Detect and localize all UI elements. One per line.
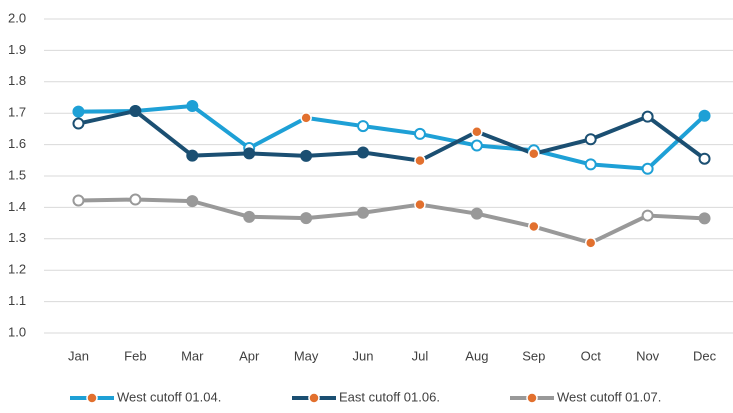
x-tick-label: Sep bbox=[522, 348, 545, 363]
marker bbox=[471, 125, 483, 138]
marker bbox=[414, 154, 426, 167]
legend-marker bbox=[308, 392, 320, 404]
y-tick-label: 1.7 bbox=[8, 105, 26, 120]
marker bbox=[698, 152, 711, 165]
marker bbox=[528, 147, 540, 160]
legend-marker bbox=[86, 392, 98, 404]
marker bbox=[470, 139, 483, 152]
line bbox=[78, 103, 706, 171]
marker bbox=[72, 105, 85, 118]
marker bbox=[357, 206, 370, 219]
y-tick-label: 1.5 bbox=[8, 167, 26, 182]
marker bbox=[641, 209, 654, 222]
marker bbox=[584, 133, 597, 146]
marker bbox=[243, 147, 256, 160]
marker bbox=[300, 112, 312, 124]
marker bbox=[357, 120, 370, 133]
y-tick-label: 1.1 bbox=[8, 293, 26, 308]
marker bbox=[186, 99, 199, 112]
marker bbox=[413, 127, 426, 140]
y-tick-label: 1.0 bbox=[8, 324, 26, 339]
marker bbox=[186, 195, 199, 208]
line bbox=[78, 197, 705, 245]
y-tick-label: 2.0 bbox=[8, 10, 26, 25]
marker bbox=[414, 198, 426, 211]
x-tick-label: Jul bbox=[412, 348, 429, 363]
marker bbox=[641, 162, 654, 175]
x-tick-label: Nov bbox=[636, 348, 660, 363]
marker bbox=[584, 158, 597, 171]
y-tick-label: 1.4 bbox=[8, 199, 26, 214]
marker bbox=[357, 146, 370, 159]
marker bbox=[129, 193, 142, 206]
x-tick-label: Jun bbox=[353, 348, 374, 363]
legend-label: East cutoff 01.06. bbox=[339, 389, 440, 404]
x-tick-label: Mar bbox=[181, 348, 204, 363]
y-tick-label: 1.8 bbox=[8, 73, 26, 88]
y-tick-label: 1.2 bbox=[8, 262, 26, 277]
marker bbox=[72, 117, 85, 130]
x-tick-label: Oct bbox=[581, 348, 602, 363]
x-tick-label: Jan bbox=[68, 348, 89, 363]
x-tick-label: Feb bbox=[124, 348, 146, 363]
legend-label: West cutoff 01.04. bbox=[117, 389, 221, 404]
marker bbox=[528, 220, 540, 233]
y-tick-label: 1.3 bbox=[8, 230, 26, 245]
marker bbox=[470, 207, 483, 220]
marker bbox=[243, 210, 256, 223]
marker bbox=[129, 105, 142, 118]
legend-marker bbox=[526, 392, 538, 404]
y-tick-label: 1.9 bbox=[8, 42, 26, 57]
x-tick-label: May bbox=[294, 348, 319, 363]
marker bbox=[584, 237, 597, 249]
marker bbox=[300, 212, 313, 225]
marker bbox=[641, 110, 654, 123]
marker bbox=[300, 149, 313, 162]
marker bbox=[72, 194, 85, 207]
x-tick-label: Aug bbox=[465, 348, 488, 363]
line bbox=[78, 109, 706, 163]
marker bbox=[698, 212, 711, 225]
marker bbox=[698, 109, 711, 122]
legend-label: West cutoff 01.07. bbox=[557, 389, 661, 404]
x-tick-label: Dec bbox=[693, 348, 717, 363]
y-tick-label: 1.6 bbox=[8, 136, 26, 151]
marker bbox=[186, 149, 199, 162]
x-tick-label: Apr bbox=[239, 348, 260, 363]
